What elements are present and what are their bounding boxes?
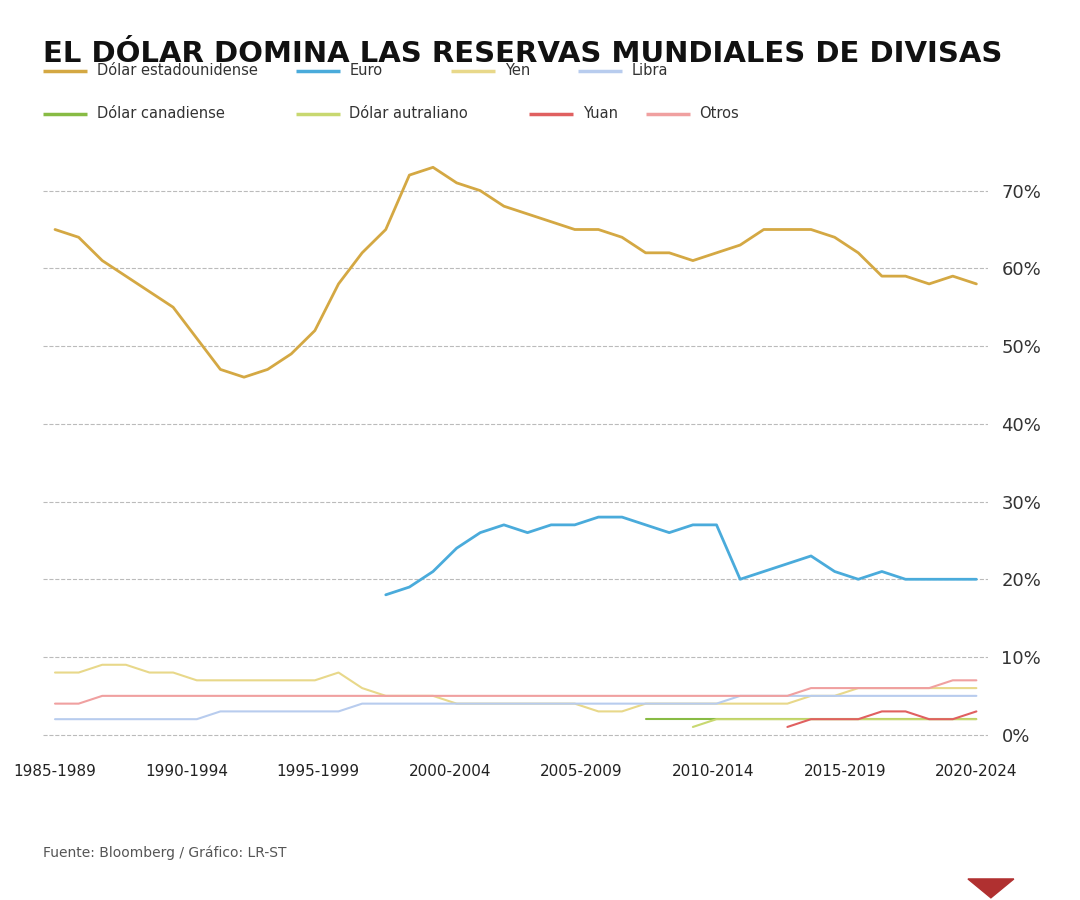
- Text: 2020-2024: 2020-2024: [935, 764, 1017, 779]
- Text: Fuente: Bloomberg / Gráfico: LR-ST: Fuente: Bloomberg / Gráfico: LR-ST: [43, 846, 286, 860]
- Text: Dólar autraliano: Dólar autraliano: [350, 106, 468, 122]
- Text: 1985-1989: 1985-1989: [14, 764, 96, 779]
- Text: 2000-2004: 2000-2004: [408, 764, 491, 779]
- Text: 1995-1999: 1995-1999: [276, 764, 360, 779]
- Text: 2010-2014: 2010-2014: [672, 764, 755, 779]
- Text: Otros: Otros: [700, 106, 739, 122]
- Text: EL DÓLAR DOMINA LAS RESERVAS MUNDIALES DE DIVISAS: EL DÓLAR DOMINA LAS RESERVAS MUNDIALES D…: [43, 40, 1002, 68]
- Text: Yen: Yen: [504, 63, 530, 78]
- Text: 2015-2019: 2015-2019: [804, 764, 886, 779]
- Text: Euro: Euro: [350, 63, 382, 78]
- Text: LR: LR: [973, 835, 1009, 860]
- Text: Dólar canadiense: Dólar canadiense: [97, 106, 225, 122]
- Text: Dólar estadounidense: Dólar estadounidense: [97, 63, 257, 78]
- Text: Libra: Libra: [632, 63, 667, 78]
- Text: 1990-1994: 1990-1994: [145, 764, 228, 779]
- Polygon shape: [968, 879, 1014, 898]
- Text: Yuan: Yuan: [583, 106, 618, 122]
- Text: 2005-2009: 2005-2009: [540, 764, 623, 779]
